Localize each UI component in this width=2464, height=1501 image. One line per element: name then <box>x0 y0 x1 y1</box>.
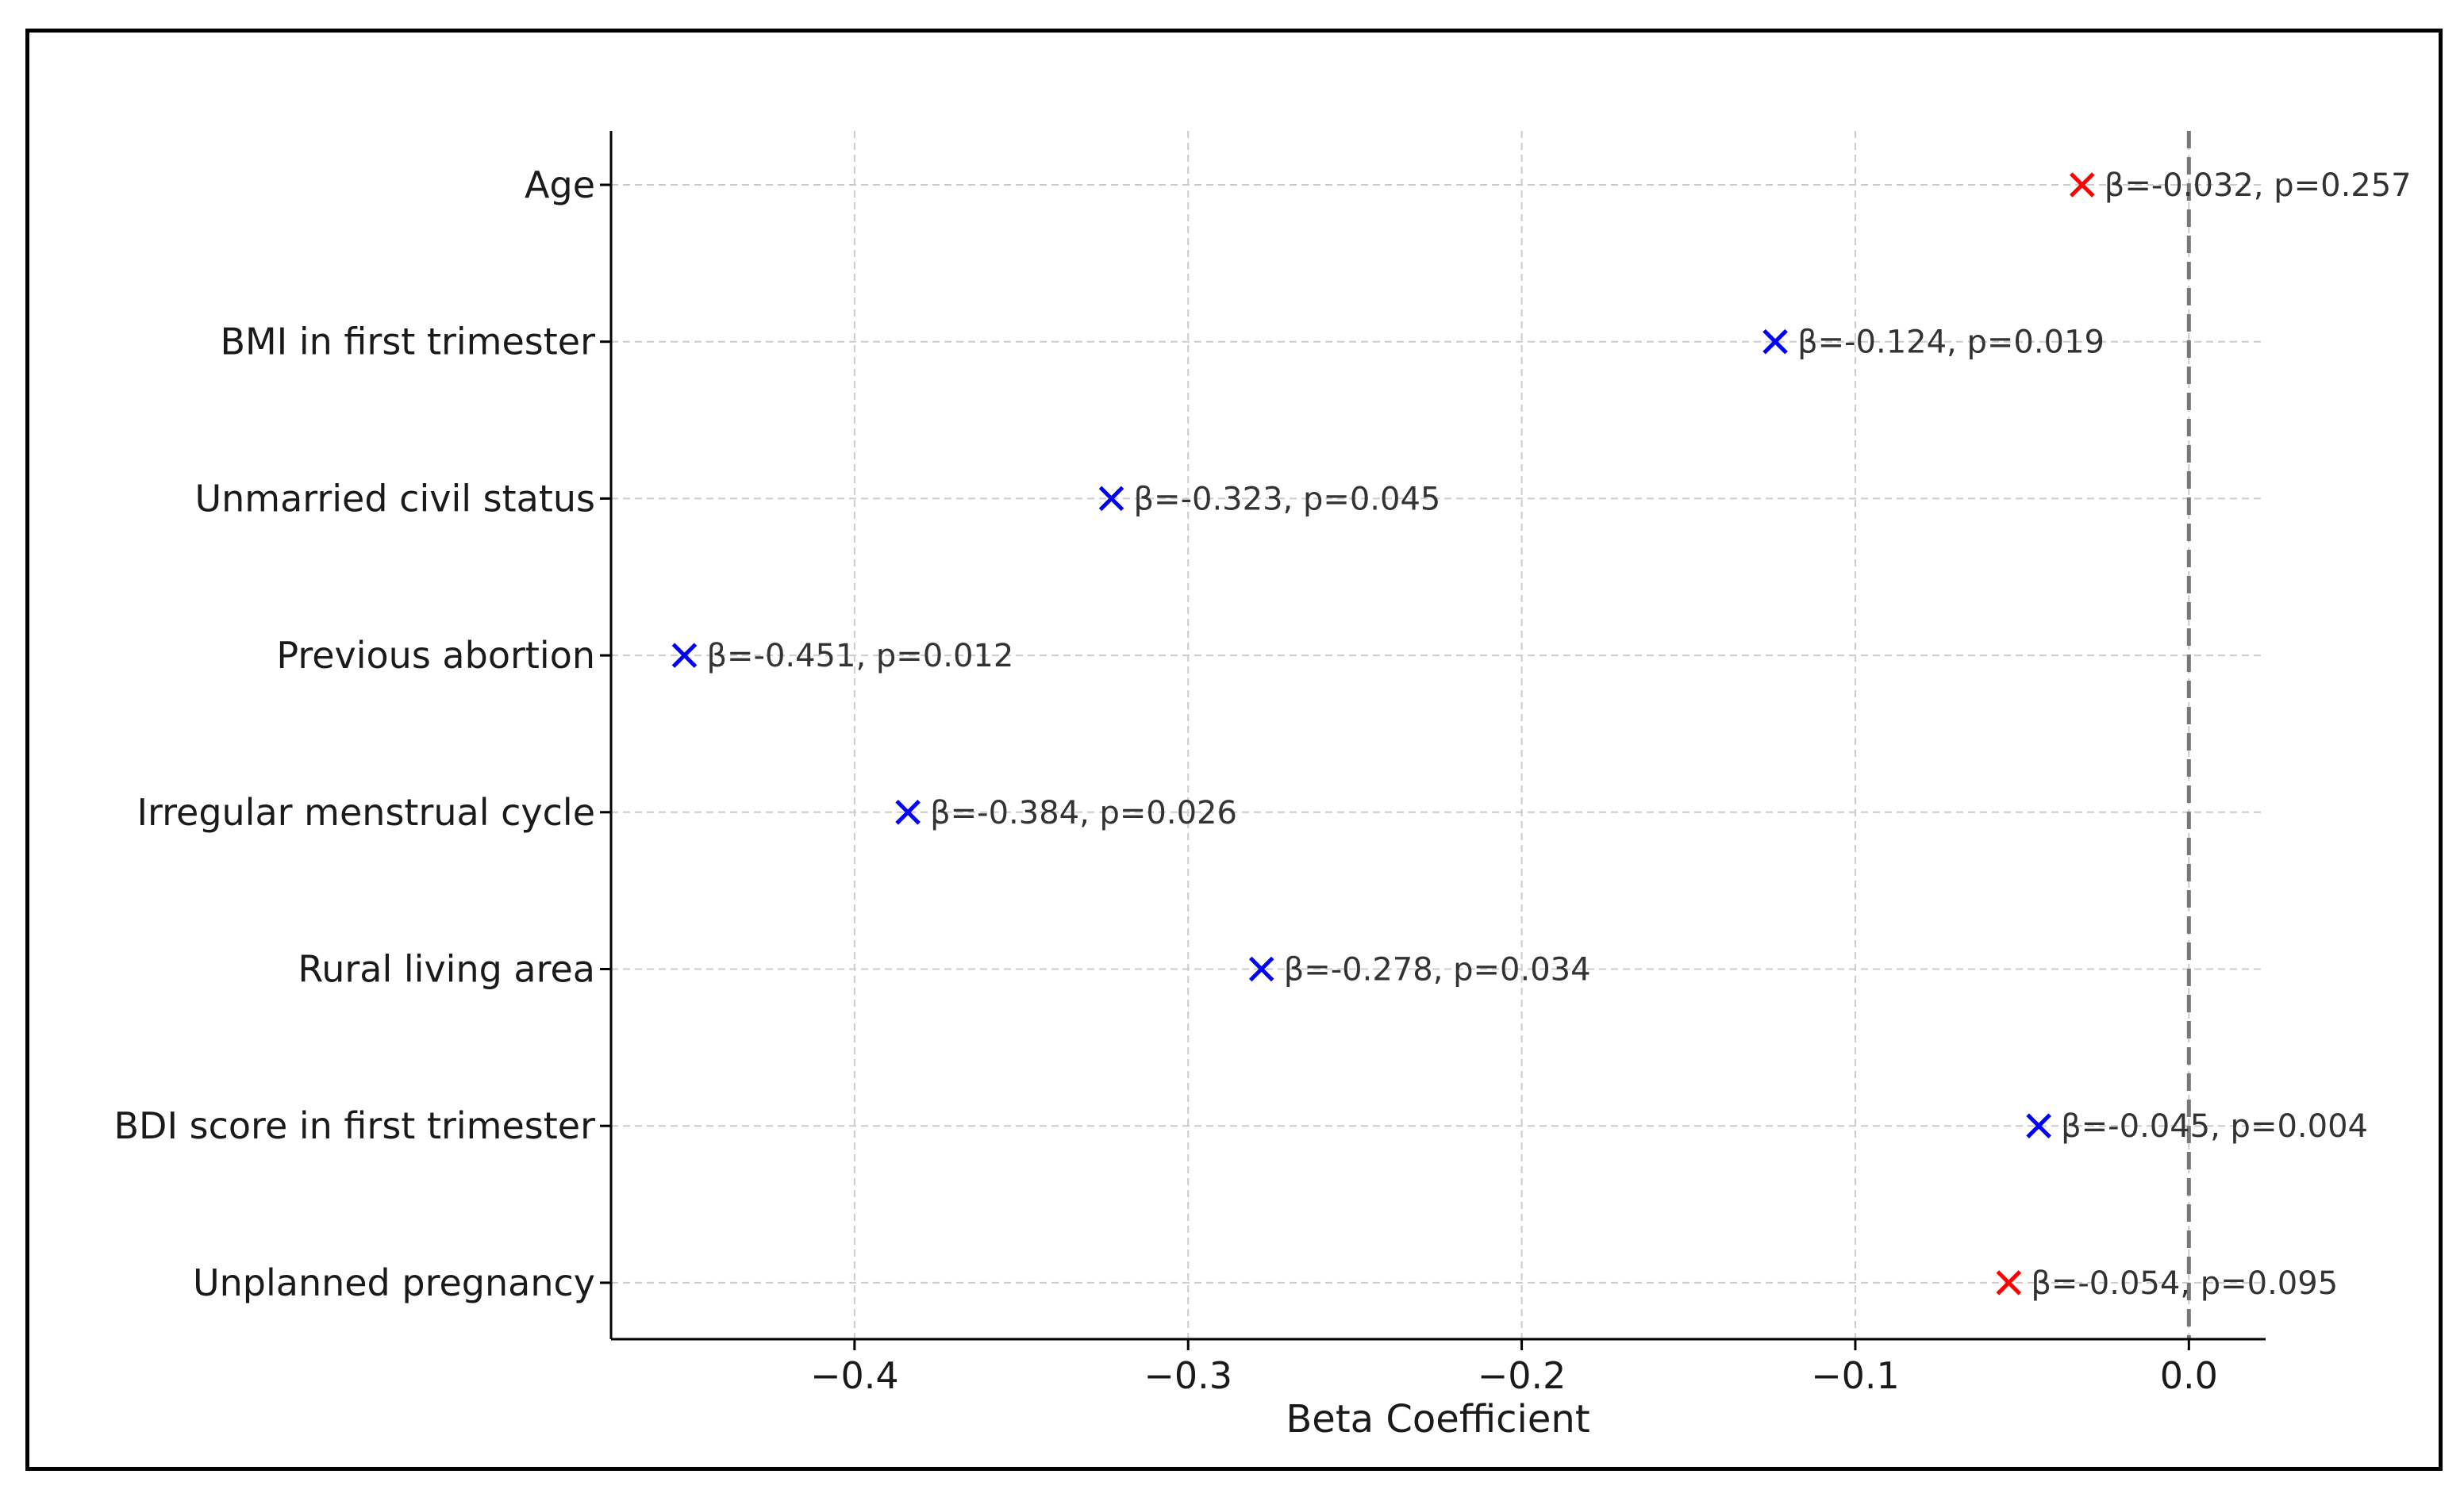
y-tick-layer: Age BMI in first trimester Unmarried civil… <box>113 163 611 1304</box>
x-tick-label: 0.0 <box>2160 1354 2218 1397</box>
x-tick-layer: −0.4 −0.3 −0.2 −0.1 0.0 <box>810 1339 2218 1397</box>
data-point-marker <box>1996 1270 2022 1296</box>
data-point-annotation: β=-0.124, p=0.019 <box>1797 324 2105 361</box>
data-point-annotation: β=-0.384, p=0.026 <box>930 795 1237 831</box>
y-tick-label: Age <box>525 163 595 206</box>
marker-stroke <box>671 643 698 668</box>
marker-stroke <box>1762 328 1788 355</box>
y-tick-label: Previous abortion <box>276 634 595 677</box>
marker-layer <box>671 172 2095 1296</box>
figure-frame <box>25 29 2443 1471</box>
grid-layer <box>611 131 2266 1339</box>
data-point-marker <box>1248 956 1274 982</box>
data-point-marker <box>1762 328 1788 355</box>
y-tick-label: Irregular menstrual cycle <box>136 791 595 834</box>
y-tick-label: Unplanned pregnancy <box>193 1261 595 1304</box>
marker-stroke <box>1248 956 1274 982</box>
marker-stroke <box>2070 172 2095 198</box>
annotation-layer: β=-0.032, p=0.257 β=-0.124, p=0.019 β=-0.3… <box>706 167 2411 1302</box>
y-tick-label: Rural living area <box>298 948 595 991</box>
x-tick-label: −0.3 <box>1144 1354 1232 1397</box>
data-point-marker <box>2070 172 2095 198</box>
marker-stroke <box>2026 1113 2051 1138</box>
y-tick-label: BDI score in first trimester <box>113 1104 595 1147</box>
marker-stroke <box>1098 486 1124 512</box>
data-point-annotation: β=-0.032, p=0.257 <box>2105 167 2412 204</box>
data-point-marker <box>1098 486 1124 512</box>
data-point-annotation: β=-0.054, p=0.095 <box>2031 1265 2338 1302</box>
data-point-annotation: β=-0.045, p=0.004 <box>2061 1108 2368 1145</box>
axes-layer <box>609 131 2266 1341</box>
x-tick-label: −0.4 <box>810 1354 899 1397</box>
y-tick-label: BMI in first trimester <box>220 321 595 363</box>
data-point-marker <box>671 643 698 668</box>
data-point-marker <box>2026 1113 2051 1138</box>
marker-stroke <box>895 800 921 825</box>
data-point-annotation: β=-0.451, p=0.012 <box>706 638 1013 674</box>
x-tick-label: −0.2 <box>1478 1354 1566 1397</box>
data-point-annotation: β=-0.278, p=0.034 <box>1284 952 1591 989</box>
data-point-annotation: β=-0.323, p=0.045 <box>1134 481 1441 517</box>
y-tick-label: Unmarried civil status <box>194 477 595 520</box>
x-tick-label: −0.1 <box>1811 1354 1900 1397</box>
marker-stroke <box>1996 1270 2022 1296</box>
data-point-marker <box>895 800 921 825</box>
x-axis-label: Beta Coefficient <box>1286 1397 1589 1441</box>
